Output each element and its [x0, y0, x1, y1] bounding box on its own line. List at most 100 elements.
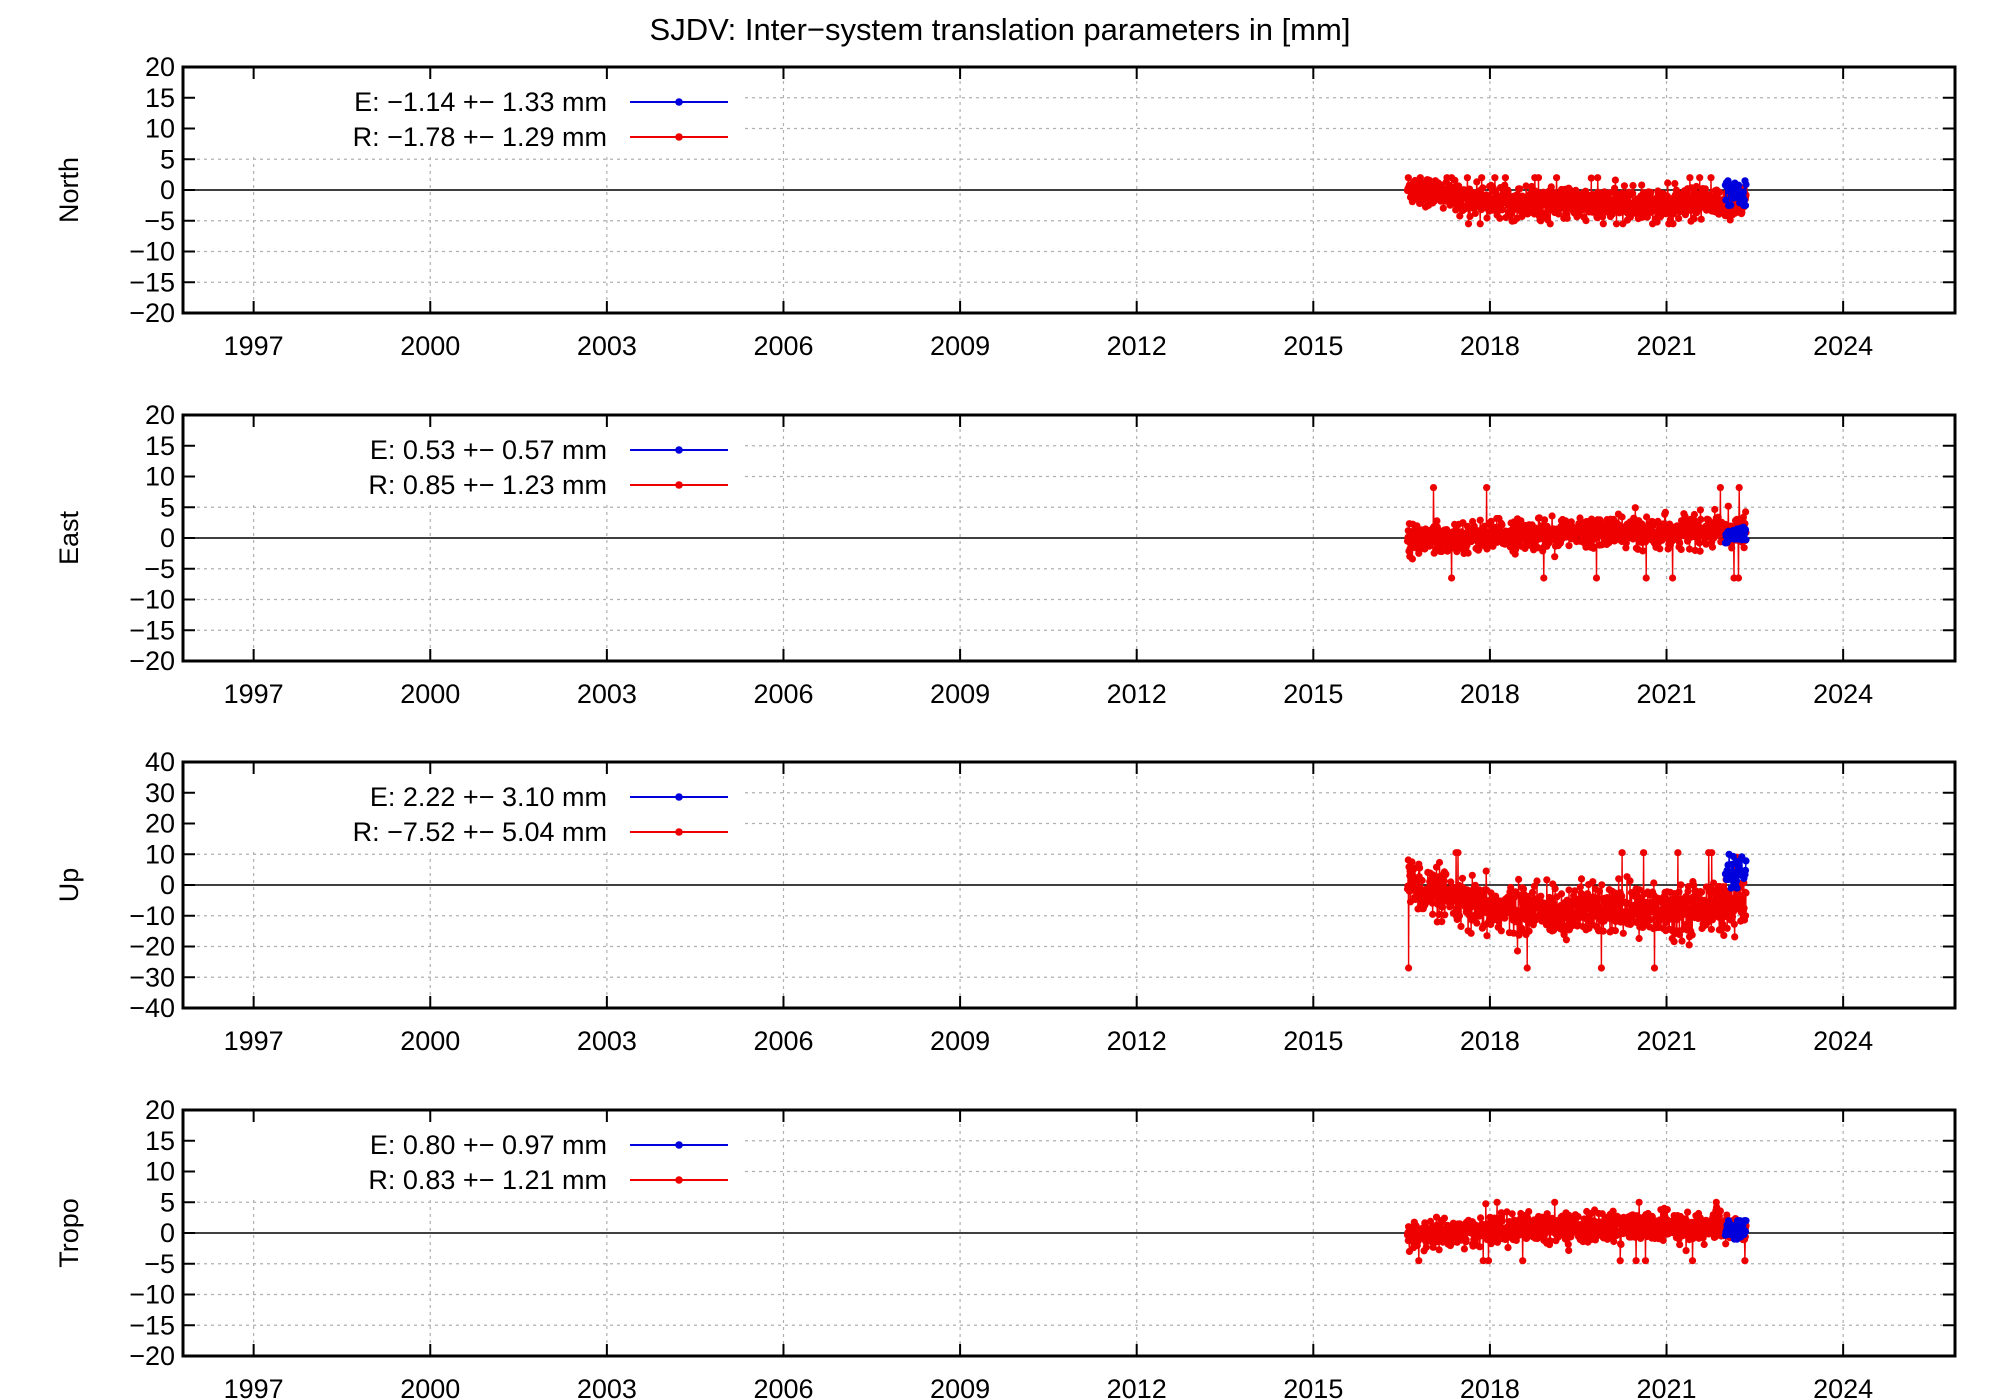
x-tick-label: 2006	[753, 1026, 813, 1056]
data-point	[1551, 1198, 1559, 1206]
data-point	[1435, 858, 1444, 867]
data-point	[1692, 182, 1700, 191]
x-tick-label: 2021	[1636, 331, 1696, 361]
y-tick-label: −10	[129, 1280, 175, 1310]
data-point	[1473, 919, 1481, 927]
legend-label: R: −1.78 +− 1.29 mm	[353, 122, 607, 152]
data-point	[1589, 878, 1597, 886]
data-point	[1455, 912, 1464, 920]
data-point	[1647, 188, 1655, 196]
y-tick-label: 40	[145, 747, 175, 777]
data-point	[1442, 870, 1450, 878]
data-point	[1701, 185, 1709, 193]
data-point	[1594, 894, 1602, 902]
data-point	[1440, 1214, 1448, 1222]
data-point	[1675, 888, 1683, 896]
x-tick-label: 2009	[930, 331, 990, 361]
series-E	[1721, 850, 1750, 892]
data-point	[1741, 1227, 1750, 1235]
data-point	[1711, 889, 1720, 897]
data-point	[1557, 890, 1566, 898]
x-tick-label: 2000	[400, 679, 460, 709]
data-point	[1650, 964, 1659, 972]
y-tick-label: −5	[144, 1249, 175, 1279]
data-point	[1425, 176, 1433, 184]
data-point	[1697, 515, 1705, 524]
data-point	[1547, 183, 1555, 191]
x-tick-label: 2006	[753, 679, 813, 709]
data-point	[1618, 513, 1626, 521]
legend-swatch-point	[675, 98, 683, 106]
data-point	[1642, 574, 1650, 582]
data-point	[1639, 923, 1647, 932]
y-tick-label: 0	[160, 175, 175, 205]
legend-label: E: 0.80 +− 0.97 mm	[370, 1130, 607, 1160]
data-point	[1429, 910, 1437, 918]
data-point	[1742, 1217, 1750, 1225]
y-tick-label: 0	[160, 1218, 175, 1248]
data-point	[1707, 925, 1715, 933]
y-tick-label: −5	[144, 554, 175, 584]
y-tick-label: −20	[129, 932, 175, 962]
data-point	[1739, 513, 1747, 521]
y-tick-label: 5	[160, 1187, 175, 1217]
data-point	[1677, 545, 1685, 554]
y-tick-label: −15	[129, 267, 175, 297]
data-point	[1739, 188, 1747, 196]
data-point	[1730, 920, 1738, 928]
data-point	[1483, 214, 1491, 222]
data-point	[1638, 181, 1646, 189]
data-point	[1533, 206, 1541, 214]
x-tick-label: 2021	[1636, 679, 1696, 709]
data-point	[1619, 929, 1627, 937]
x-tick-label: 2021	[1636, 1026, 1696, 1056]
data-point	[1458, 874, 1467, 882]
data-point	[1615, 875, 1623, 883]
data-point	[1493, 1198, 1501, 1206]
data-point	[1632, 1257, 1640, 1265]
data-point	[1577, 875, 1586, 883]
x-tick-label: 2024	[1813, 331, 1873, 361]
data-point	[1497, 927, 1505, 935]
data-point	[1460, 1245, 1468, 1253]
legend-swatch-point	[675, 828, 683, 836]
legend-swatch-point	[675, 1176, 683, 1184]
data-point	[1646, 916, 1654, 924]
data-point	[1429, 484, 1438, 492]
data-point	[1723, 924, 1731, 932]
data-point	[1707, 174, 1715, 182]
data-point	[1697, 215, 1705, 223]
data-point	[1415, 1257, 1423, 1265]
data-point	[1563, 214, 1571, 222]
data-point	[1441, 911, 1449, 919]
data-point	[1690, 881, 1698, 889]
y-tick-label: 5	[160, 492, 175, 522]
data-point	[1711, 505, 1719, 514]
data-point	[1513, 947, 1522, 955]
data-point	[1467, 929, 1475, 937]
data-point	[1700, 1240, 1708, 1249]
data-point	[1473, 178, 1481, 186]
data-point	[1523, 964, 1531, 972]
data-point	[1695, 893, 1703, 902]
data-point	[1735, 181, 1743, 189]
data-point	[1674, 849, 1682, 857]
data-point	[1418, 876, 1426, 885]
data-point	[1482, 867, 1490, 875]
data-point	[1724, 502, 1732, 510]
data-point	[1688, 931, 1696, 939]
data-point	[1742, 508, 1750, 516]
x-tick-label: 2024	[1813, 679, 1873, 709]
data-point	[1525, 1208, 1533, 1216]
data-point	[1574, 1213, 1582, 1221]
x-tick-label: 2024	[1813, 1374, 1873, 1400]
data-point	[1546, 220, 1554, 228]
data-point	[1456, 212, 1464, 220]
data-point	[1617, 1240, 1625, 1249]
y-tick-label: −20	[129, 646, 175, 676]
y-tick-label: 0	[160, 523, 175, 553]
data-point	[1676, 1241, 1684, 1249]
y-tick-label: 5	[160, 144, 175, 174]
